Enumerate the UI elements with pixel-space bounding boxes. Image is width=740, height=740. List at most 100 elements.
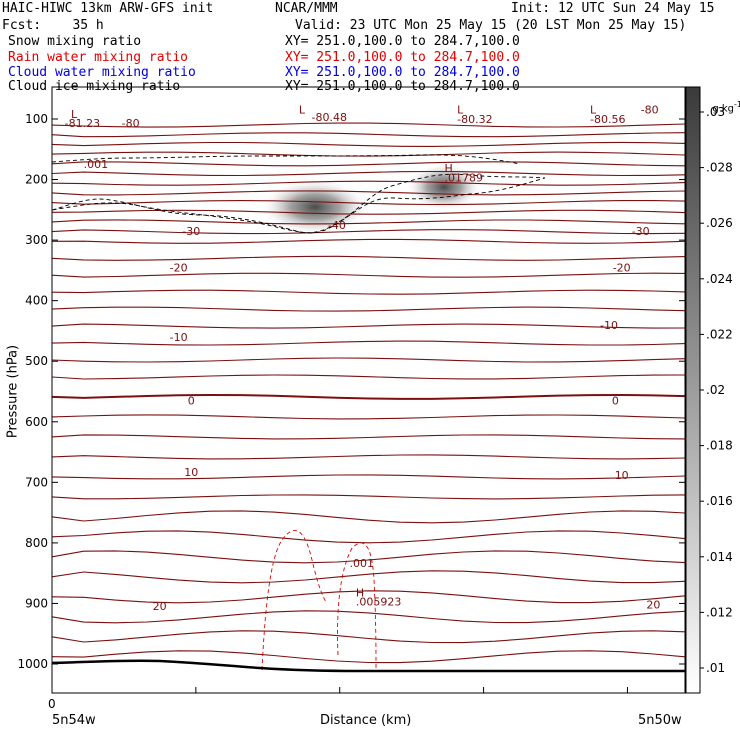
map-annotation: -80.48 bbox=[312, 111, 347, 124]
colorbar-tick-label: .012 bbox=[706, 605, 733, 619]
header-valid: Valid: 23 UTC Mon 25 May 15 (20 LST Mon … bbox=[295, 18, 687, 33]
isentrope-line bbox=[51, 630, 686, 644]
colorbar-unit-exp: -1 bbox=[734, 100, 740, 109]
isentrope-line bbox=[51, 510, 686, 524]
isentrope-line bbox=[51, 132, 686, 138]
temperature-label: 20 bbox=[646, 599, 660, 612]
header-line1-left: HAIC-HIWC 13km ARW-GFS init bbox=[2, 1, 214, 16]
colorbar-tick-label: .028 bbox=[706, 161, 733, 175]
isentrope-line bbox=[51, 170, 686, 177]
isentrope-line bbox=[51, 190, 686, 196]
colorbar-tick-label: .022 bbox=[706, 327, 733, 341]
colorbar-tick-label: .014 bbox=[706, 550, 733, 564]
field-xy-snow: XY= 251.0,100.0 to 284.7,100.0 bbox=[285, 34, 520, 49]
colorbar bbox=[685, 86, 701, 694]
snow-blob-east bbox=[406, 163, 482, 211]
isentrope-line bbox=[51, 454, 686, 460]
x-zero-label: 0 bbox=[48, 697, 56, 711]
isentrope-line bbox=[51, 550, 686, 564]
map-annotation: L bbox=[457, 103, 464, 116]
map-annotation: -81.23 bbox=[65, 117, 100, 130]
map-annotation: -80.56 bbox=[590, 113, 625, 126]
isentrope-line bbox=[51, 161, 686, 167]
isentrope-line bbox=[51, 200, 686, 206]
isentrope-line bbox=[51, 229, 686, 235]
map-annotation: L bbox=[590, 103, 597, 116]
isentrope-line bbox=[51, 650, 686, 664]
isentrope-line bbox=[51, 272, 686, 278]
colorbar-tick-label: .026 bbox=[706, 216, 733, 230]
temperature-label: 10 bbox=[184, 466, 198, 479]
isentrope-line bbox=[51, 414, 686, 420]
y-tick-label: 600 bbox=[25, 415, 48, 429]
map-annotation: H bbox=[356, 587, 364, 600]
isentrope-line bbox=[51, 323, 686, 329]
temperature-label: -40 bbox=[328, 219, 346, 232]
field-name-snow: Snow mixing ratio bbox=[8, 34, 142, 49]
terrain-line bbox=[51, 659, 685, 673]
isentrope-line bbox=[51, 340, 686, 346]
y-tick-label: 200 bbox=[25, 173, 48, 187]
y-tick-label: 300 bbox=[25, 233, 48, 247]
y-tick-label: 100 bbox=[25, 112, 48, 126]
map-annotation: .005923 bbox=[356, 596, 402, 609]
y-tick-label: 500 bbox=[25, 354, 48, 368]
isentrope-line bbox=[51, 393, 686, 400]
plot-frame bbox=[51, 86, 686, 694]
isentrope-line bbox=[51, 434, 686, 440]
field-name-rain: Rain water mixing ratio bbox=[8, 50, 189, 65]
isentrope-line bbox=[51, 530, 686, 544]
colorbar-unit-text: g kg bbox=[712, 103, 735, 115]
isentrope-line bbox=[51, 141, 686, 147]
header-fcst: Fcst: 35 h bbox=[2, 18, 104, 33]
ice-contour-001 bbox=[51, 173, 546, 234]
map-annotation: L bbox=[71, 108, 78, 121]
temperature-label: -10 bbox=[170, 331, 188, 344]
temperature-label: -20 bbox=[613, 261, 631, 274]
map-annotation: -80 bbox=[641, 103, 659, 116]
map-annotation: L bbox=[299, 103, 306, 116]
isentrope-line bbox=[51, 590, 686, 604]
snow-blob-main bbox=[260, 179, 370, 235]
temperature-label: 20 bbox=[153, 600, 167, 613]
isentrope-line bbox=[51, 238, 686, 244]
x-start-label: 5n54w bbox=[52, 713, 96, 728]
colorbar-tick-label: .03 bbox=[706, 105, 725, 119]
isentrope-line bbox=[51, 255, 686, 261]
colorbar-tick-label: .024 bbox=[706, 272, 733, 286]
isentrope-line bbox=[51, 474, 686, 480]
map-annotation: .01789 bbox=[444, 172, 483, 185]
isentrope-line bbox=[51, 494, 686, 500]
y-axis-label: Pressure (hPa) bbox=[5, 344, 21, 439]
y-tick-label: 700 bbox=[25, 475, 48, 489]
temperature-label: -30 bbox=[632, 225, 650, 238]
isentrope-line bbox=[51, 180, 686, 186]
map-annotation: -80.32 bbox=[457, 113, 492, 126]
isentrope-line bbox=[51, 374, 686, 380]
isentrope-line bbox=[51, 122, 686, 128]
field-xy-cloud-water: XY= 251.0,100.0 to 284.7,100.0 bbox=[285, 65, 520, 80]
isentrope-line bbox=[51, 289, 686, 295]
header-line1-right: Init: 12 UTC Sun 24 May 15 bbox=[511, 1, 715, 16]
x-end-label: 5n50w bbox=[638, 713, 682, 728]
isentrope-line bbox=[51, 357, 686, 363]
temperature-label: -30 bbox=[182, 225, 200, 238]
colorbar-unit: g kg-1 bbox=[706, 84, 740, 116]
colorbar-tick-label: .016 bbox=[706, 494, 733, 508]
ice-contour-001-upper bbox=[51, 154, 521, 165]
field-xy-rain: XY= 251.0,100.0 to 284.7,100.0 bbox=[285, 50, 520, 65]
colorbar-tick-label: .02 bbox=[706, 383, 725, 397]
y-tick-label: 900 bbox=[25, 596, 48, 610]
temperature-label: 0 bbox=[188, 395, 195, 408]
y-tick-label: 1000 bbox=[17, 657, 48, 671]
isentrope-line bbox=[51, 570, 686, 584]
y-tick-label: 800 bbox=[25, 536, 48, 550]
map-annotation: -80 bbox=[122, 117, 140, 130]
temperature-label: -10 bbox=[600, 319, 618, 332]
y-tick-label: 400 bbox=[25, 294, 48, 308]
temperature-label: 10 bbox=[615, 469, 629, 482]
map-annotation: .001 bbox=[84, 158, 109, 171]
header-line1-mid: NCAR/MMM bbox=[275, 1, 338, 16]
isentrope-line bbox=[51, 306, 686, 312]
